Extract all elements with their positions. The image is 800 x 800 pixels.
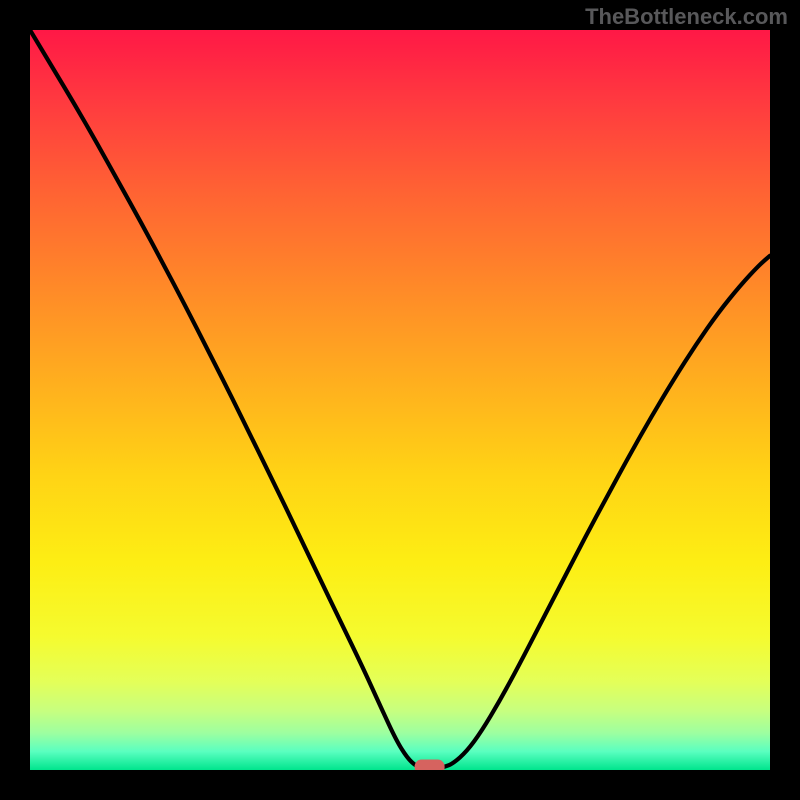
notch-marker xyxy=(415,760,445,770)
plot-area xyxy=(30,30,770,770)
watermark-text: TheBottleneck.com xyxy=(585,4,788,30)
plot-svg xyxy=(30,30,770,770)
chart-container: TheBottleneck.com xyxy=(0,0,800,800)
